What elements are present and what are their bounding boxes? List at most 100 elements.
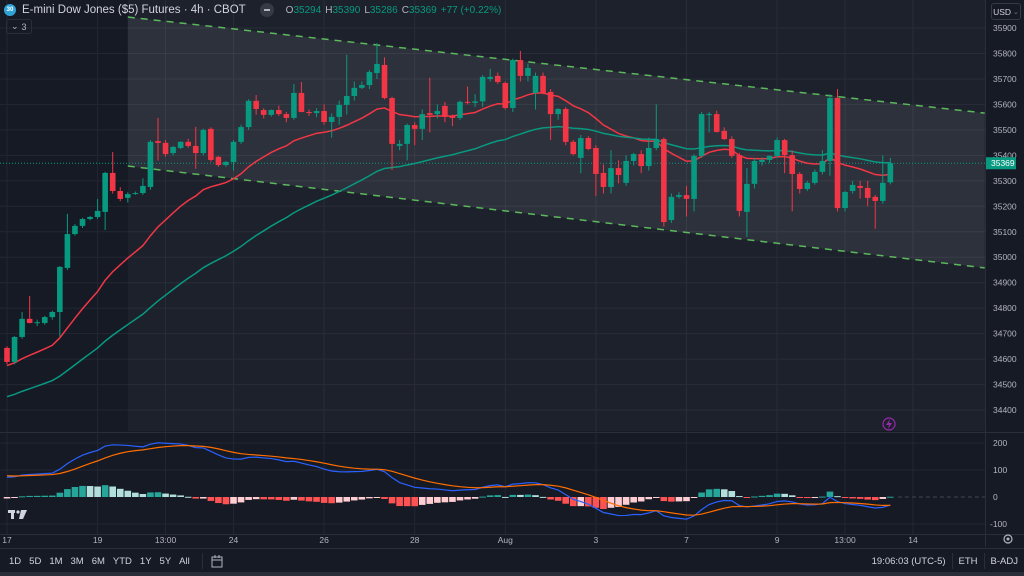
currency-dropdown[interactable]: USD ⌄ [991,3,1021,20]
candle [593,145,599,197]
candle-body [185,141,191,146]
macd-histogram-bar [283,497,290,501]
logo-part [19,510,27,519]
time-tick-label: 14 [908,535,918,545]
range-6m[interactable]: 6M [91,555,105,567]
candle [683,185,690,217]
candle [691,154,697,212]
candle [472,94,478,107]
candle-body [170,146,176,154]
macd-histogram-bar [215,497,222,504]
macd-histogram-bar [622,497,630,505]
candle [630,152,637,166]
range-1y[interactable]: 1Y [139,555,152,567]
candle [864,180,871,207]
price-tag-background [986,157,1016,170]
macd-histogram-bar [162,493,169,497]
candle [736,152,743,217]
macd-histogram-bar [524,494,532,497]
channel-lower-line [127,165,985,269]
macd-histogram-bar [366,497,373,499]
candle-body [41,317,48,323]
macd-histogram-bar [267,497,275,500]
macd-histogram-bar [743,497,751,498]
range-all[interactable]: All [179,555,190,567]
candle-body [411,125,418,129]
macd-histogram-bar [554,497,562,501]
candle-body [668,196,675,221]
candle [834,89,841,212]
candle [713,110,720,133]
candle [94,198,101,220]
macd-histogram-bar [441,497,449,503]
settings-gear-icon[interactable] [1003,534,1013,544]
range-3m[interactable]: 3M [70,555,84,567]
candle [789,150,795,212]
candle [162,140,169,157]
calendar-icon [211,554,223,567]
candle-body [381,64,388,99]
range-1m[interactable]: 1M [49,555,63,567]
macd-histogram-bar [64,489,71,497]
macd-histogram-bar [600,497,607,510]
candle-body [600,172,607,187]
candle [208,127,214,162]
go-to-date-button[interactable] [201,553,223,569]
macd-histogram-bar [154,492,162,497]
macd-histogram-bar [887,496,894,498]
candle [49,310,56,320]
candle-body [819,160,826,172]
macd-histogram-bar [645,497,653,500]
symbol-title[interactable]: E-mini Dow Jones ($5) Futures · 4h · CBO… [22,4,246,16]
macd-histogram-bar [396,497,403,507]
range-5d[interactable]: 5D [29,555,42,567]
candle-body [132,193,139,195]
logo-part [16,510,20,514]
candle-body [615,168,622,175]
candle-body [532,75,539,93]
macd-histogram-bar [381,497,388,499]
adjustment-toggle[interactable]: B-ADJ [990,555,1018,567]
candle-body [64,234,71,268]
candle-body [578,138,584,158]
indicators-toggle-button[interactable]: ⌄ 3 [6,19,32,34]
macd-histogram-bar [675,497,683,502]
candle [132,191,139,195]
candle-body [502,83,509,108]
macd-histogram-bar [585,497,592,507]
candle-body [849,184,856,192]
candle-body [427,113,433,115]
hide-legend-button[interactable] [259,3,274,17]
candle [857,180,863,199]
candle-body [366,72,373,86]
candle-body [298,92,305,113]
candle-body [343,96,350,105]
candle-body [276,110,282,115]
candle-body [230,141,237,162]
macd-histogram-bar [539,496,547,498]
macd-histogram-bar [313,497,320,502]
candle-body [72,225,78,235]
candle [653,104,660,151]
candle [313,108,320,118]
candle-body [449,115,456,118]
candle-body [396,143,403,146]
macd-histogram-bar [690,497,698,498]
candle [359,81,365,90]
range-5y[interactable]: 5Y [159,555,172,567]
range-ytd[interactable]: YTD [112,555,132,567]
clock-timezone[interactable]: 19:06:03 (UTC-5) [871,555,946,567]
macd-signal-line [6,444,891,516]
session-toggle[interactable]: ETH [958,555,978,567]
macd-histogram-bar [569,497,577,507]
candle-body [880,182,886,201]
range-1d[interactable]: 1D [9,555,22,567]
macd-histogram-bar [841,497,849,498]
candle [570,140,577,156]
candle [887,157,894,185]
macd-histogram-bar [607,497,615,508]
candle [827,94,833,176]
candle [283,112,290,123]
lightning-icon[interactable] [882,417,896,431]
